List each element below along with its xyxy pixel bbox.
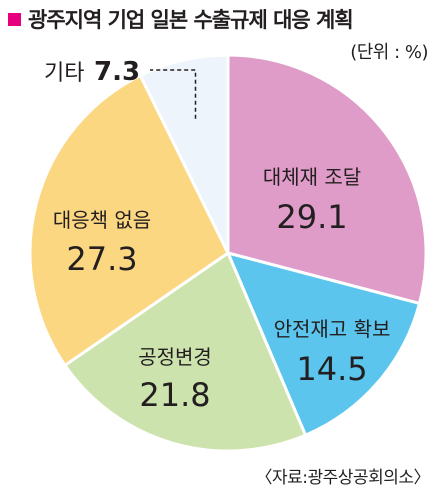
slice-process-change xyxy=(62,250,308,453)
slice-value-label: 21.8 xyxy=(139,376,210,414)
unit-label: (단위 : %) xyxy=(350,42,428,63)
title-marker-square xyxy=(8,12,21,26)
slice-label: 대체재 조달 xyxy=(263,165,361,189)
slice-value-label: 29.1 xyxy=(276,198,347,236)
slice-no-plan xyxy=(28,73,230,368)
pie-slices xyxy=(28,53,428,453)
slice-label: 기타 xyxy=(44,61,84,86)
slice-value-label: 14.5 xyxy=(296,350,367,388)
slice-substitute-sourcing xyxy=(226,53,428,306)
slice-safety-stock xyxy=(225,250,422,438)
slice-label: 공정변경 xyxy=(138,345,212,369)
slice-value-label: 27.3 xyxy=(66,240,137,278)
slice-label: 대응책 없음 xyxy=(53,208,151,232)
slice-other xyxy=(138,53,230,254)
chart-title-block: 광주지역 기업 일본 수출규제 대응 계획 xyxy=(8,4,354,34)
pie-labels: 대체재 조달 29.1 안전재고 확보 14.5 공정변경 21.8 대응책 없음 27.3 기… xyxy=(44,57,390,414)
slice-label: 안전재고 확보 xyxy=(274,317,391,341)
other-leader-line xyxy=(150,69,197,119)
chart-title: 광주지역 기업 일본 수출규제 대응 계획 xyxy=(28,8,354,32)
slice-value-label: 7.3 xyxy=(94,57,140,87)
source-note: 〈자료:광주상공회의소〉 xyxy=(255,468,431,488)
